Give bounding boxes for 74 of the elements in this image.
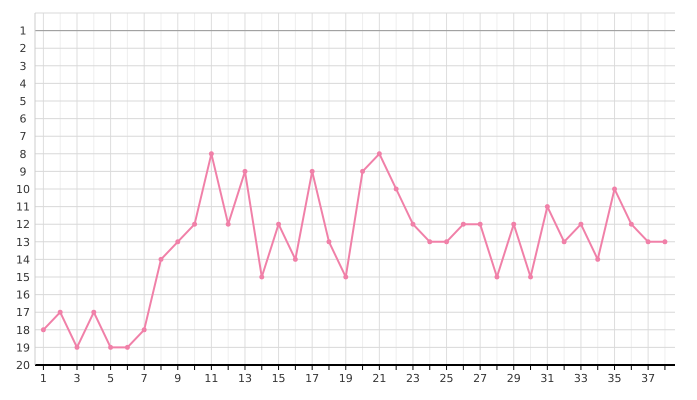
point	[612, 186, 618, 192]
point	[74, 344, 80, 350]
y-tick-label: 3	[20, 60, 26, 73]
point	[427, 239, 432, 244]
point	[646, 239, 651, 244]
x-tick-label: 11	[204, 372, 218, 385]
y-tick-label: 13	[16, 236, 30, 249]
point	[562, 239, 567, 244]
point	[208, 151, 214, 156]
x-tick-label: 13	[238, 372, 252, 385]
point	[142, 327, 147, 332]
x-tick-label: 7	[140, 372, 148, 385]
point	[192, 222, 198, 227]
point	[175, 239, 180, 244]
y-tick-label: 17	[16, 306, 30, 320]
point	[460, 222, 466, 227]
y-tick-label: 20	[16, 359, 30, 372]
y-tick-label: 9	[20, 165, 26, 178]
point	[578, 222, 584, 227]
point	[58, 310, 63, 315]
point	[108, 344, 114, 350]
x-tick-label: 19	[338, 372, 353, 385]
point	[124, 344, 130, 350]
x-tick-label: 21	[372, 372, 386, 385]
x-tick-label: 25	[440, 372, 454, 385]
y-tick-label: 4	[20, 77, 26, 90]
point	[292, 256, 298, 262]
point	[360, 168, 366, 174]
point	[259, 274, 264, 280]
point	[494, 274, 500, 280]
y-tick-label: 6	[20, 112, 26, 126]
point	[376, 151, 382, 156]
y-tick-label: 12	[16, 218, 30, 232]
x-tick-label: 35	[608, 372, 622, 385]
point	[662, 239, 668, 244]
point	[310, 168, 315, 174]
y-tick-label: 16	[16, 288, 30, 302]
point	[478, 222, 483, 227]
y-tick-label: 2	[20, 42, 26, 56]
x-tick-label: 15	[272, 372, 286, 385]
x-tick-label: 17	[305, 372, 320, 385]
point	[343, 274, 348, 280]
x-tick-label: 27	[473, 372, 488, 385]
x-tick-label: 29	[506, 372, 521, 385]
y-tick-label: 19	[16, 341, 30, 354]
point	[158, 256, 164, 262]
x-tick-label: 1	[40, 372, 47, 385]
point	[394, 186, 399, 192]
y-tick-label: 1	[20, 24, 26, 38]
x-tick-label: 33	[574, 372, 588, 385]
point	[326, 239, 332, 244]
point	[628, 222, 634, 227]
point	[226, 222, 231, 227]
point	[410, 222, 416, 227]
x-tick-label: 23	[406, 372, 420, 385]
point	[595, 256, 600, 262]
y-tick-label: 8	[20, 148, 26, 161]
x-tick-label: 37	[641, 372, 656, 385]
point	[40, 327, 46, 332]
y-tick-label: 10	[16, 183, 30, 196]
y-tick-label: 14	[16, 253, 30, 266]
x-tick-label: 3	[73, 372, 80, 385]
y-tick-label: 15	[16, 271, 30, 284]
y-tick-label: 5	[20, 95, 26, 108]
point	[242, 168, 248, 174]
point	[444, 239, 450, 244]
point	[91, 310, 96, 315]
x-tick-label: 31	[540, 372, 554, 385]
y-tick-label: 18	[16, 324, 30, 337]
x-tick-label: 9	[174, 372, 182, 385]
y-tick-label: 11	[16, 200, 30, 214]
x-tick-label: 5	[107, 372, 114, 385]
y-tick-label: 7	[20, 130, 26, 144]
point	[528, 274, 534, 280]
